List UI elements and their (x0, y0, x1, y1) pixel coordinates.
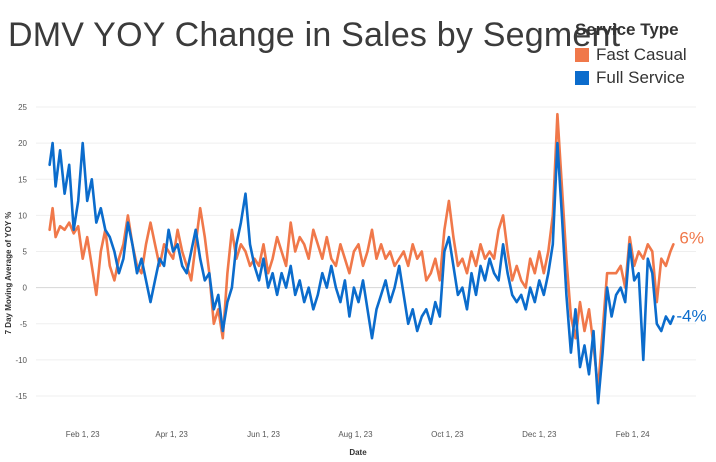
legend-swatch-full-service (575, 71, 589, 85)
chart-title: DMV YOY Change in Sales by Segment (8, 16, 621, 54)
end-label-fast-casual: 6% (679, 228, 704, 247)
x-tick-label: Oct 1, 23 (431, 430, 464, 439)
x-axis-title: Date (349, 448, 367, 457)
x-tick-label: Aug 1, 23 (338, 430, 373, 439)
x-tick-label: Apr 1, 23 (155, 430, 188, 439)
legend: Service Type Fast Casual Full Service (575, 20, 687, 91)
series-line-full-service[interactable] (48, 141, 675, 405)
y-tick-label: 25 (18, 103, 27, 112)
end-labels: 6% -4% (676, 228, 706, 325)
x-tick-label: Feb 1, 24 (616, 430, 650, 439)
legend-item-fast-casual[interactable]: Fast Casual (575, 45, 687, 65)
series-line-fast-casual[interactable] (48, 112, 675, 391)
x-tick-label: Feb 1, 23 (66, 430, 100, 439)
x-tick-label: Dec 1, 23 (522, 430, 557, 439)
legend-label-full-service: Full Service (596, 68, 685, 87)
y-axis-title: 7 Day Moving Average of YOY % (4, 212, 13, 335)
y-tick-label: -5 (20, 320, 28, 329)
y-tick-label: -15 (15, 392, 27, 401)
legend-swatch-fast-casual (575, 48, 589, 62)
legend-title: Service Type (575, 20, 679, 39)
y-tick-label: 10 (18, 211, 27, 220)
end-label-full-service: -4% (676, 307, 706, 326)
y-tick-label: 5 (23, 248, 28, 257)
y-axis-ticks: -15 -10 -5 0 5 10 15 20 25 (15, 103, 27, 401)
y-tick-label: 0 (23, 284, 28, 293)
legend-label-fast-casual: Fast Casual (596, 45, 687, 64)
y-tick-label: 20 (18, 139, 27, 148)
x-tick-label: Jun 1, 23 (247, 430, 280, 439)
x-axis-ticks: Feb 1, 23 Apr 1, 23 Jun 1, 23 Aug 1, 23 Oct … (66, 430, 650, 439)
y-tick-label: 15 (18, 175, 27, 184)
series-lines (48, 112, 675, 405)
y-tick-label: -10 (15, 356, 27, 365)
legend-item-full-service[interactable]: Full Service (575, 68, 687, 88)
